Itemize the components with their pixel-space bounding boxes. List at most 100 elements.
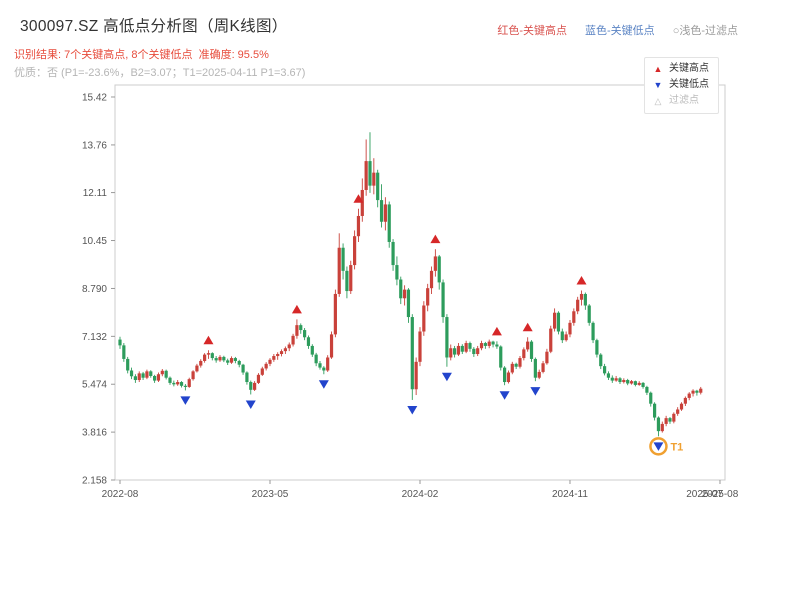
- candle-body: [176, 382, 180, 385]
- page-title: 300097.SZ 高低点分析图（周K线图）: [20, 18, 288, 35]
- candle-body: [329, 334, 334, 358]
- candle-body: [137, 373, 141, 381]
- candle-body: [268, 359, 272, 364]
- chart-legend-row-key-high: ▲ 关键高点: [652, 61, 709, 77]
- candle-body: [149, 371, 153, 376]
- candle-body: [495, 344, 499, 347]
- candle-body: [187, 379, 191, 387]
- candle-body: [541, 363, 545, 372]
- candle-body: [503, 367, 507, 383]
- candle-body: [560, 331, 564, 341]
- key-low-marker: [441, 372, 452, 382]
- chart-legend-row-key-low: ▼ 关键低点: [652, 77, 709, 93]
- candle-body: [668, 418, 672, 422]
- candle-body: [453, 348, 457, 355]
- candle-body: [195, 365, 199, 372]
- candle-body: [656, 417, 661, 432]
- candle-body: [591, 322, 595, 341]
- candle-body: [318, 363, 322, 368]
- key-low-marker: [318, 380, 329, 389]
- candle-body: [414, 361, 418, 390]
- chart-legend-key-high-label: 关键高点: [669, 63, 709, 74]
- candle-body: [418, 331, 422, 362]
- candle-body: [395, 265, 399, 280]
- candle-body: [291, 335, 295, 345]
- key-high-marker: [522, 322, 533, 332]
- candle-body: [564, 334, 568, 341]
- candle-body: [360, 189, 364, 216]
- chart-legend-key-low-label: 关键低点: [669, 79, 709, 90]
- x-tick-label: 2024-11: [552, 489, 588, 500]
- candle-body: [406, 289, 411, 318]
- candle-body: [599, 354, 603, 367]
- up-triangle-icon: ▲: [653, 64, 663, 74]
- candle-body: [156, 374, 161, 381]
- candle-body: [533, 358, 537, 378]
- header-legend-filtered: ○浅色-过滤点: [672, 25, 738, 37]
- candle-body: [256, 374, 261, 383]
- candle-body: [276, 354, 280, 357]
- key-high-marker: [203, 335, 214, 345]
- candle-body: [460, 345, 464, 352]
- header-legend-key-high: 红色-关键高点: [497, 25, 568, 37]
- candle-body: [576, 299, 580, 312]
- key-low-marker: [530, 387, 541, 396]
- candle-body: [295, 325, 299, 336]
- candle-body: [160, 370, 164, 375]
- candle-body: [118, 339, 122, 346]
- candle-body: [214, 358, 218, 361]
- candle-body: [133, 376, 137, 381]
- candle-body: [218, 356, 222, 361]
- candle-body: [260, 368, 264, 375]
- candle-body: [337, 247, 341, 294]
- candle-body: [241, 364, 245, 373]
- candle-body: [664, 418, 668, 424]
- candle-body: [364, 161, 368, 190]
- candle-body: [626, 380, 630, 384]
- candle-body: [353, 236, 357, 266]
- candle-body: [203, 354, 207, 361]
- candle-body: [264, 363, 268, 369]
- candle-body: [629, 381, 634, 384]
- candle-body: [572, 311, 576, 323]
- candle-body: [610, 377, 614, 381]
- candle-body: [602, 366, 607, 374]
- key-high-marker: [491, 326, 502, 336]
- candle-body: [283, 348, 287, 352]
- candle-body: [403, 289, 407, 299]
- candle-body: [479, 343, 484, 349]
- candle-body: [306, 337, 311, 346]
- candle-body: [349, 265, 353, 292]
- candle-body: [399, 279, 403, 299]
- candle-body: [579, 293, 584, 300]
- y-tick-label: 5.474: [82, 380, 107, 391]
- candle-body: [526, 341, 530, 350]
- open-triangle-icon: △: [654, 96, 662, 106]
- candle-body: [245, 372, 249, 383]
- candle-body: [699, 388, 703, 393]
- candle-body: [168, 377, 172, 383]
- x-tick-label: 2025-08: [702, 489, 739, 500]
- candle-body: [303, 330, 307, 338]
- candle-body: [410, 317, 414, 390]
- candle-body: [522, 349, 526, 359]
- candle-body: [272, 356, 276, 360]
- candle-body: [179, 382, 184, 386]
- key-high-marker: [291, 304, 302, 314]
- candle-body: [310, 345, 314, 355]
- candle-body: [649, 392, 653, 404]
- candle-body: [322, 367, 326, 371]
- candle-body: [676, 409, 680, 414]
- key-high-marker: [576, 275, 587, 285]
- candle-body: [679, 403, 684, 410]
- candle-body: [672, 413, 676, 422]
- candle-body: [529, 341, 534, 359]
- candle-body: [191, 371, 195, 380]
- x-tick-label: 2023-05: [252, 489, 289, 500]
- candle-body: [199, 360, 203, 366]
- down-triangle-icon: ▼: [653, 80, 663, 90]
- candle-body: [299, 325, 303, 331]
- candle-body: [537, 371, 541, 378]
- key-low-marker: [180, 396, 191, 405]
- candle-body: [164, 370, 168, 378]
